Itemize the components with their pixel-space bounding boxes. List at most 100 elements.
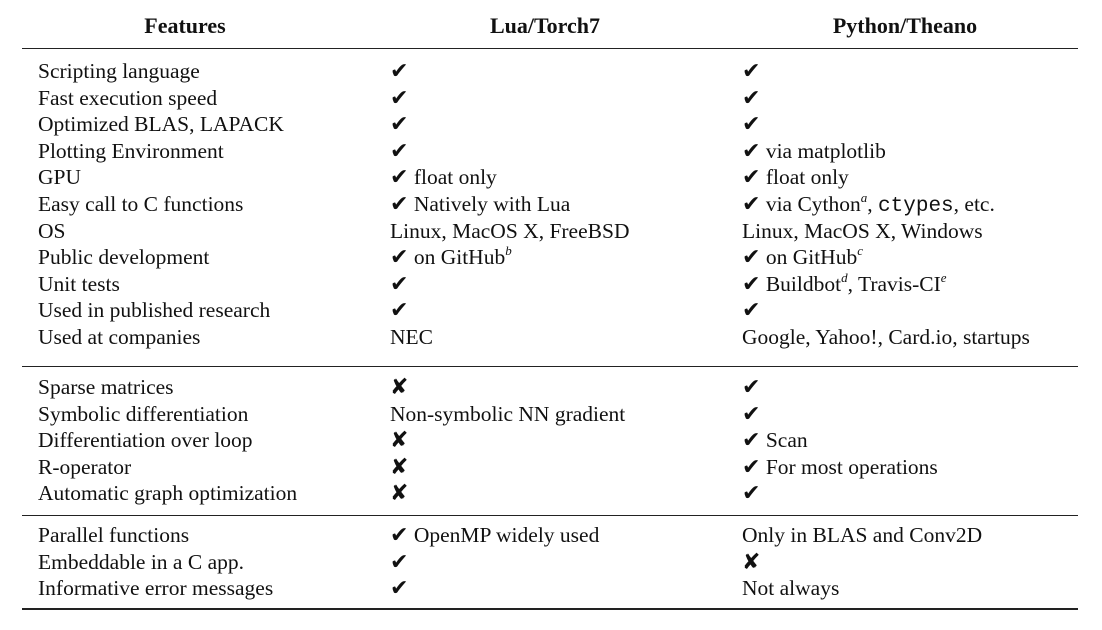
header-rule <box>22 48 1078 49</box>
check-icon: ✔ <box>390 85 409 111</box>
torch-cell: ✔ Natively with Lua <box>390 191 570 218</box>
check-icon: ✔ <box>742 481 761 507</box>
cell-text: For most operations <box>760 454 938 479</box>
feature-label: Embeddable in a C app. <box>38 549 244 574</box>
theano-cell: Only in BLAS and Conv2D <box>742 522 982 548</box>
cell-text: on GitHub <box>760 245 858 270</box>
check-icon: ✔ <box>742 271 761 297</box>
cell-text: float only <box>760 165 849 190</box>
header-python-theano: Python/Theano <box>832 13 978 38</box>
cell-text: float only <box>408 165 497 190</box>
feature-label: Symbolic differentiation <box>38 401 249 426</box>
cross-icon: ✘ <box>390 428 409 454</box>
feature-label: Used at companies <box>38 325 201 349</box>
check-icon: ✔ <box>390 298 409 324</box>
check-icon: ✔ <box>742 298 761 324</box>
check-icon: ✔ <box>742 245 761 271</box>
check-icon: ✔ <box>742 112 761 138</box>
torch-cell: Non-symbolic NN gradient <box>390 401 625 427</box>
cell-text: NEC <box>390 325 433 349</box>
check-icon: ✔ <box>390 271 409 297</box>
theano-cell: ✔ <box>742 85 760 112</box>
torch-cell: ✔ <box>390 58 408 85</box>
feature-label: Optimized BLAS, LAPACK <box>38 112 284 137</box>
theano-cell: ✘ <box>742 549 760 576</box>
torch-cell: ✔ <box>390 85 408 112</box>
torch-cell: ✔ float only <box>390 164 497 191</box>
feature-label: Scripting language <box>38 59 200 83</box>
cell-text: Linux, MacOS X, Windows <box>742 218 983 243</box>
torch-cell: NEC <box>390 324 433 350</box>
theano-cell: Not always <box>742 575 839 601</box>
feature-label: OS <box>38 218 66 243</box>
check-icon: ✔ <box>390 59 409 84</box>
check-icon: ✔ <box>742 375 761 400</box>
cell-text: , etc. <box>953 192 995 216</box>
feature-label: Automatic graph optimization <box>38 481 298 506</box>
cross-icon: ✘ <box>390 481 409 507</box>
feature-label: Sparse matrices <box>38 375 174 399</box>
theano-cell: ✔ Buildbotd, Travis-CIe <box>742 271 947 298</box>
check-icon: ✔ <box>390 112 409 138</box>
check-icon: ✔ <box>742 192 761 217</box>
theano-cell: ✔ <box>742 401 760 428</box>
group-divider-2 <box>22 515 1078 516</box>
check-icon: ✔ <box>390 138 409 164</box>
cell-text: Scan <box>760 428 808 453</box>
theano-cell: Google, Yahoo!, Card.io, startups <box>742 324 1030 350</box>
theano-cell: ✔ <box>742 480 760 507</box>
check-icon: ✔ <box>390 165 409 191</box>
theano-cell: ✔ Scan <box>742 427 808 454</box>
torch-cell: ✔ <box>390 297 408 324</box>
cell-text: OpenMP widely used <box>408 523 600 547</box>
cell-text: Google, Yahoo!, Card.io, startups <box>742 325 1030 349</box>
torch-cell: ✔ on GitHubb <box>390 244 512 271</box>
theano-cell: ✔ on GitHubc <box>742 244 863 271</box>
check-icon: ✔ <box>390 576 409 602</box>
header-features: Features <box>144 13 226 38</box>
theano-cell: ✔ <box>742 374 760 401</box>
check-icon: ✔ <box>390 523 409 548</box>
check-icon: ✔ <box>742 85 761 111</box>
cell-text: Not always <box>742 576 840 601</box>
check-icon: ✔ <box>390 192 409 217</box>
check-icon: ✔ <box>742 428 761 454</box>
feature-label: Unit tests <box>38 271 120 296</box>
torch-cell: ✘ <box>390 480 408 507</box>
cell-text: via matplotlib <box>760 138 886 163</box>
feature-label: Parallel functions <box>38 523 190 547</box>
check-icon: ✔ <box>742 454 761 480</box>
theano-cell: ✔ <box>742 111 760 138</box>
feature-label: R-operator <box>38 454 132 479</box>
group-divider-1 <box>22 366 1078 367</box>
check-icon: ✔ <box>742 401 761 427</box>
footnote-marker: e <box>940 269 947 285</box>
theano-cell: ✔ via Cythona, ctypes, etc. <box>742 191 995 220</box>
cell-text: ctypes <box>878 195 954 218</box>
theano-cell: Linux, MacOS X, Windows <box>742 218 983 244</box>
theano-cell: ✔ <box>742 58 760 85</box>
check-icon: ✔ <box>742 59 761 84</box>
feature-label: GPU <box>38 165 82 190</box>
cell-text: , Travis-CI <box>847 271 941 296</box>
feature-label: Fast execution speed <box>38 85 218 110</box>
bottom-rule <box>22 608 1078 610</box>
torch-cell: ✔ <box>390 138 408 165</box>
torch-cell: ✔ <box>390 111 408 138</box>
cell-text: Buildbot <box>760 271 842 296</box>
footnote-marker: b <box>505 243 512 259</box>
theano-cell: ✔ For most operations <box>742 454 938 481</box>
check-icon: ✔ <box>390 549 409 575</box>
torch-cell: Linux, MacOS X, FreeBSD <box>390 218 629 244</box>
check-icon: ✔ <box>742 165 761 191</box>
cell-text: on GitHub <box>408 245 506 270</box>
torch-cell: ✘ <box>390 374 408 401</box>
cell-text: , <box>867 192 879 216</box>
torch-cell: ✔ OpenMP widely used <box>390 522 599 549</box>
theano-cell: ✔ <box>742 297 760 324</box>
check-icon: ✔ <box>742 138 761 164</box>
footnote-marker: a <box>860 190 868 205</box>
cell-text: via Cython <box>760 192 861 216</box>
torch-cell: ✔ <box>390 575 408 602</box>
